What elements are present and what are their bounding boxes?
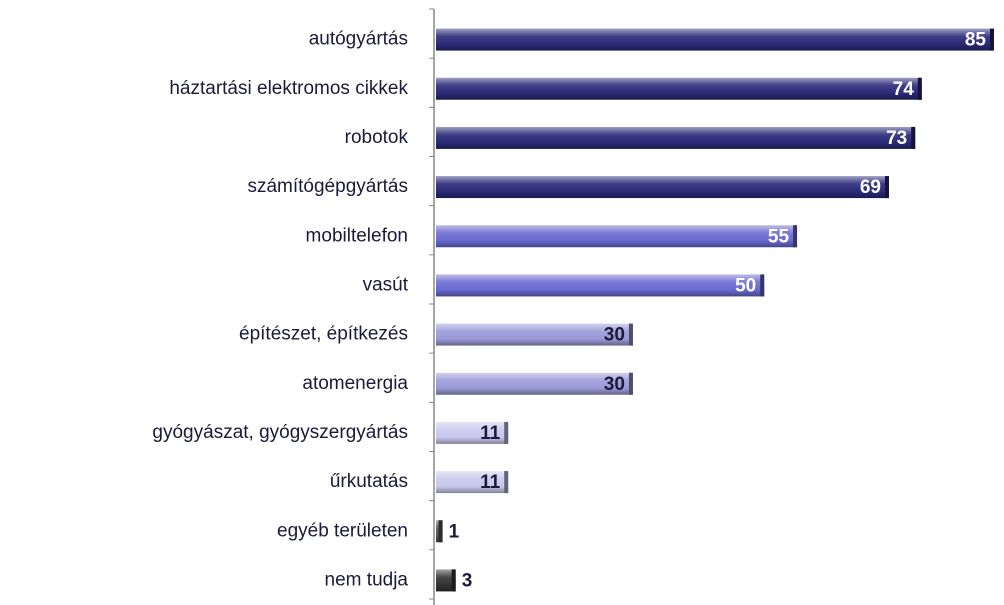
bar-end: [504, 421, 509, 444]
bar-end: [438, 520, 443, 543]
data-label: 3: [462, 570, 473, 591]
data-label: 85: [965, 30, 987, 51]
bar-end: [628, 372, 633, 395]
bar-end: [760, 274, 765, 297]
bar: [436, 372, 633, 395]
category-label: számítógépgyártás: [247, 176, 408, 197]
data-label: 11: [480, 423, 501, 444]
bar: [436, 28, 994, 51]
bar: [436, 471, 509, 494]
bar: [436, 126, 916, 149]
bar-end: [628, 323, 633, 346]
bar: [436, 225, 798, 248]
category-label: háztartási elektromos cikkek: [169, 78, 408, 99]
bar: [436, 77, 922, 100]
data-label: 55: [768, 226, 790, 247]
data-label: 30: [604, 374, 625, 395]
bar: [436, 274, 765, 297]
bar: [436, 421, 509, 444]
bar-end: [504, 471, 509, 494]
bar: [436, 323, 633, 346]
bar-end: [911, 126, 916, 149]
category-label: robotok: [345, 127, 409, 148]
bar-end: [917, 77, 922, 100]
bar-end: [990, 28, 994, 51]
bar: [436, 176, 889, 199]
bar-end: [451, 569, 456, 592]
category-label: űrkutatás: [330, 471, 408, 492]
data-label: 73: [886, 128, 907, 149]
category-label: egyéb területen: [277, 520, 408, 541]
category-label: mobiltelefon: [306, 225, 408, 246]
data-label: 69: [860, 177, 881, 198]
category-label: autógyártás: [309, 29, 408, 50]
bar-end: [884, 176, 889, 199]
data-label: 50: [735, 275, 756, 296]
category-label: gyógyászat, gyógyszergyártás: [152, 422, 408, 443]
data-label: 74: [893, 79, 915, 100]
category-label: atomenergia: [302, 373, 408, 394]
bar: [436, 569, 456, 592]
category-label: vasút: [363, 274, 409, 295]
category-label: építészet, építkezés: [239, 324, 408, 345]
category-label: nem tudja: [325, 569, 409, 590]
data-label: 1: [449, 521, 460, 542]
bar-end: [793, 225, 798, 248]
data-label: 30: [604, 325, 625, 346]
data-label: 11: [480, 472, 501, 493]
